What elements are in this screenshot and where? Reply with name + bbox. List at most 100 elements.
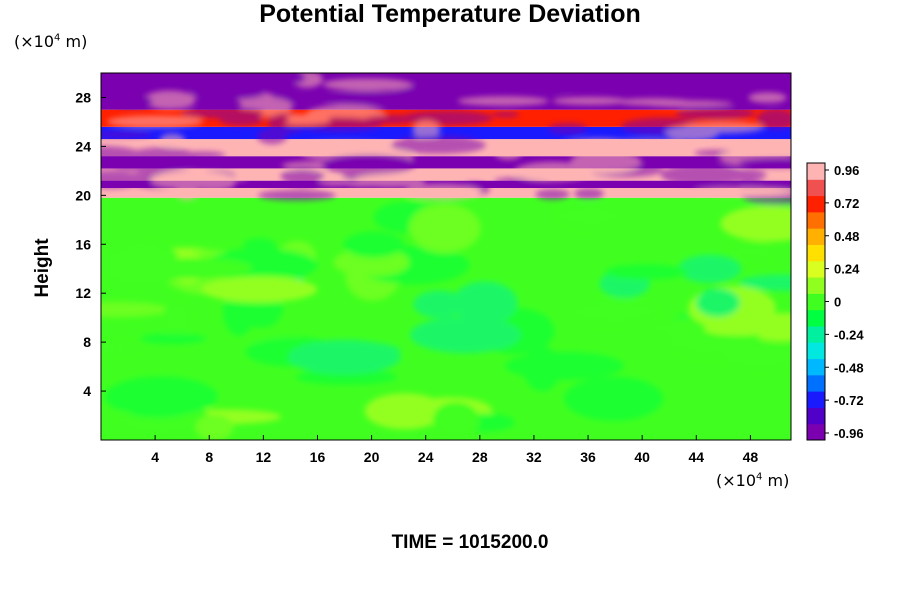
texture-blob — [665, 126, 719, 142]
colorbar-tick-label: 0.96 — [834, 163, 859, 178]
y-axis-unit: (×104 m) — [14, 32, 88, 51]
colorbar-swatch — [807, 211, 825, 229]
texture-blob — [101, 170, 142, 189]
colorbar — [806, 162, 826, 441]
y-tick-label: 16 — [75, 236, 91, 252]
texture-blob — [135, 257, 252, 279]
texture-blob — [615, 73, 674, 81]
plot-frame — [100, 72, 792, 441]
texture-blob — [452, 281, 518, 325]
texture-blob — [104, 376, 218, 417]
y-tick-label: 24 — [75, 138, 91, 154]
x-tick-label: 40 — [634, 449, 650, 465]
texture-blob — [318, 178, 353, 187]
x-tick-label: 20 — [364, 449, 380, 465]
colorbar-swatch — [807, 163, 825, 180]
x-axis-ticks: 4 8 12 16 20 24 28 32 36 40 44 48 — [151, 435, 758, 465]
texture-blob — [574, 188, 604, 200]
texture-blob — [271, 73, 306, 85]
texture-blob — [527, 78, 609, 85]
texture-blob — [390, 136, 486, 155]
texture-blob — [720, 205, 791, 242]
texture-blob — [560, 204, 621, 228]
texture-blob — [559, 138, 638, 156]
x-tick-label: 44 — [689, 449, 705, 465]
colorbar-swatch — [807, 374, 825, 392]
x-tick-label: 28 — [472, 449, 488, 465]
texture-blob — [552, 96, 628, 105]
texture-blob — [160, 302, 192, 343]
texture-blob — [189, 85, 266, 100]
time-label: TIME — [391, 532, 437, 553]
colorbar-tick-label: -0.48 — [834, 360, 864, 375]
texture-blob — [219, 113, 264, 126]
plot-area — [101, 73, 791, 440]
colorbar-tick-label: 0.48 — [834, 229, 859, 244]
colorbar-swatch — [807, 277, 825, 294]
texture-blob — [409, 316, 521, 354]
x-axis-unit: (×104 m) — [716, 471, 790, 490]
texture-blob — [404, 183, 481, 201]
texture-blob — [678, 254, 742, 284]
texture-blob — [413, 290, 466, 319]
texture-blob — [756, 108, 791, 130]
texture-blob — [295, 369, 397, 385]
colorbar-swatch — [807, 179, 825, 197]
colorbar-swatch — [807, 228, 825, 245]
x-tick-label: 4 — [151, 449, 159, 465]
texture-blob — [159, 133, 185, 147]
texture-blob — [101, 341, 141, 356]
texture-blob — [547, 122, 588, 135]
colorbar-swatch — [807, 407, 825, 425]
texture-blob — [523, 346, 561, 392]
texture-blob — [675, 106, 756, 120]
texture-blob — [572, 151, 631, 173]
colorbar-ticks: 0.96 0.72 0.48 0.24 0 -0.24 -0.48 -0.72 -0.96 — [825, 163, 864, 441]
texture-blob — [287, 339, 401, 375]
texture-blob — [322, 78, 413, 91]
x-tick-label: 8 — [205, 449, 213, 465]
texture-blob — [364, 393, 445, 430]
texture-blob — [175, 186, 198, 201]
texture-blob — [734, 241, 773, 261]
texture-blob — [738, 157, 791, 169]
texture-blob — [748, 92, 787, 104]
texture-blob — [201, 276, 318, 303]
texture-blob — [143, 90, 196, 110]
texture-blob — [280, 168, 325, 185]
texture-blob — [694, 186, 791, 196]
colorbar-swatch — [807, 342, 825, 360]
texture-blob — [302, 141, 392, 151]
y-tick-label: 20 — [75, 187, 91, 203]
texture-blob — [514, 161, 592, 182]
texture-blob — [323, 91, 408, 107]
texture-blob — [616, 98, 692, 106]
texture-blob — [494, 146, 522, 160]
texture-blob — [343, 231, 405, 259]
x-tick-label: 12 — [256, 449, 272, 465]
colorbar-tick-label: 0.72 — [834, 196, 859, 211]
time-readout: TIME = 1015200.0 — [391, 532, 549, 553]
texture-blob — [571, 298, 657, 325]
x-tick-label: 16 — [310, 449, 326, 465]
texture-blob — [535, 189, 570, 200]
colorbar-tick-label: -0.72 — [834, 393, 864, 408]
colorbar-swatch — [807, 260, 825, 278]
texture-blob — [364, 114, 421, 124]
y-tick-label: 8 — [83, 334, 91, 350]
chart-title: Potential Temperature Deviation — [259, 0, 641, 28]
colorbar-swatch — [807, 423, 825, 441]
texture-blob — [604, 264, 688, 280]
texture-blob — [354, 174, 426, 188]
texture-blob — [158, 73, 245, 80]
colorbar-tick-label: -0.24 — [834, 327, 864, 342]
texture-blob — [174, 175, 249, 183]
x-tick-label: 36 — [580, 449, 596, 465]
colorbar-swatch — [807, 244, 825, 262]
texture-blob — [412, 120, 441, 139]
texture-blob — [564, 376, 664, 421]
x-tick-label: 48 — [743, 449, 759, 465]
texture-blob — [704, 321, 774, 336]
texture-blob — [321, 154, 416, 176]
